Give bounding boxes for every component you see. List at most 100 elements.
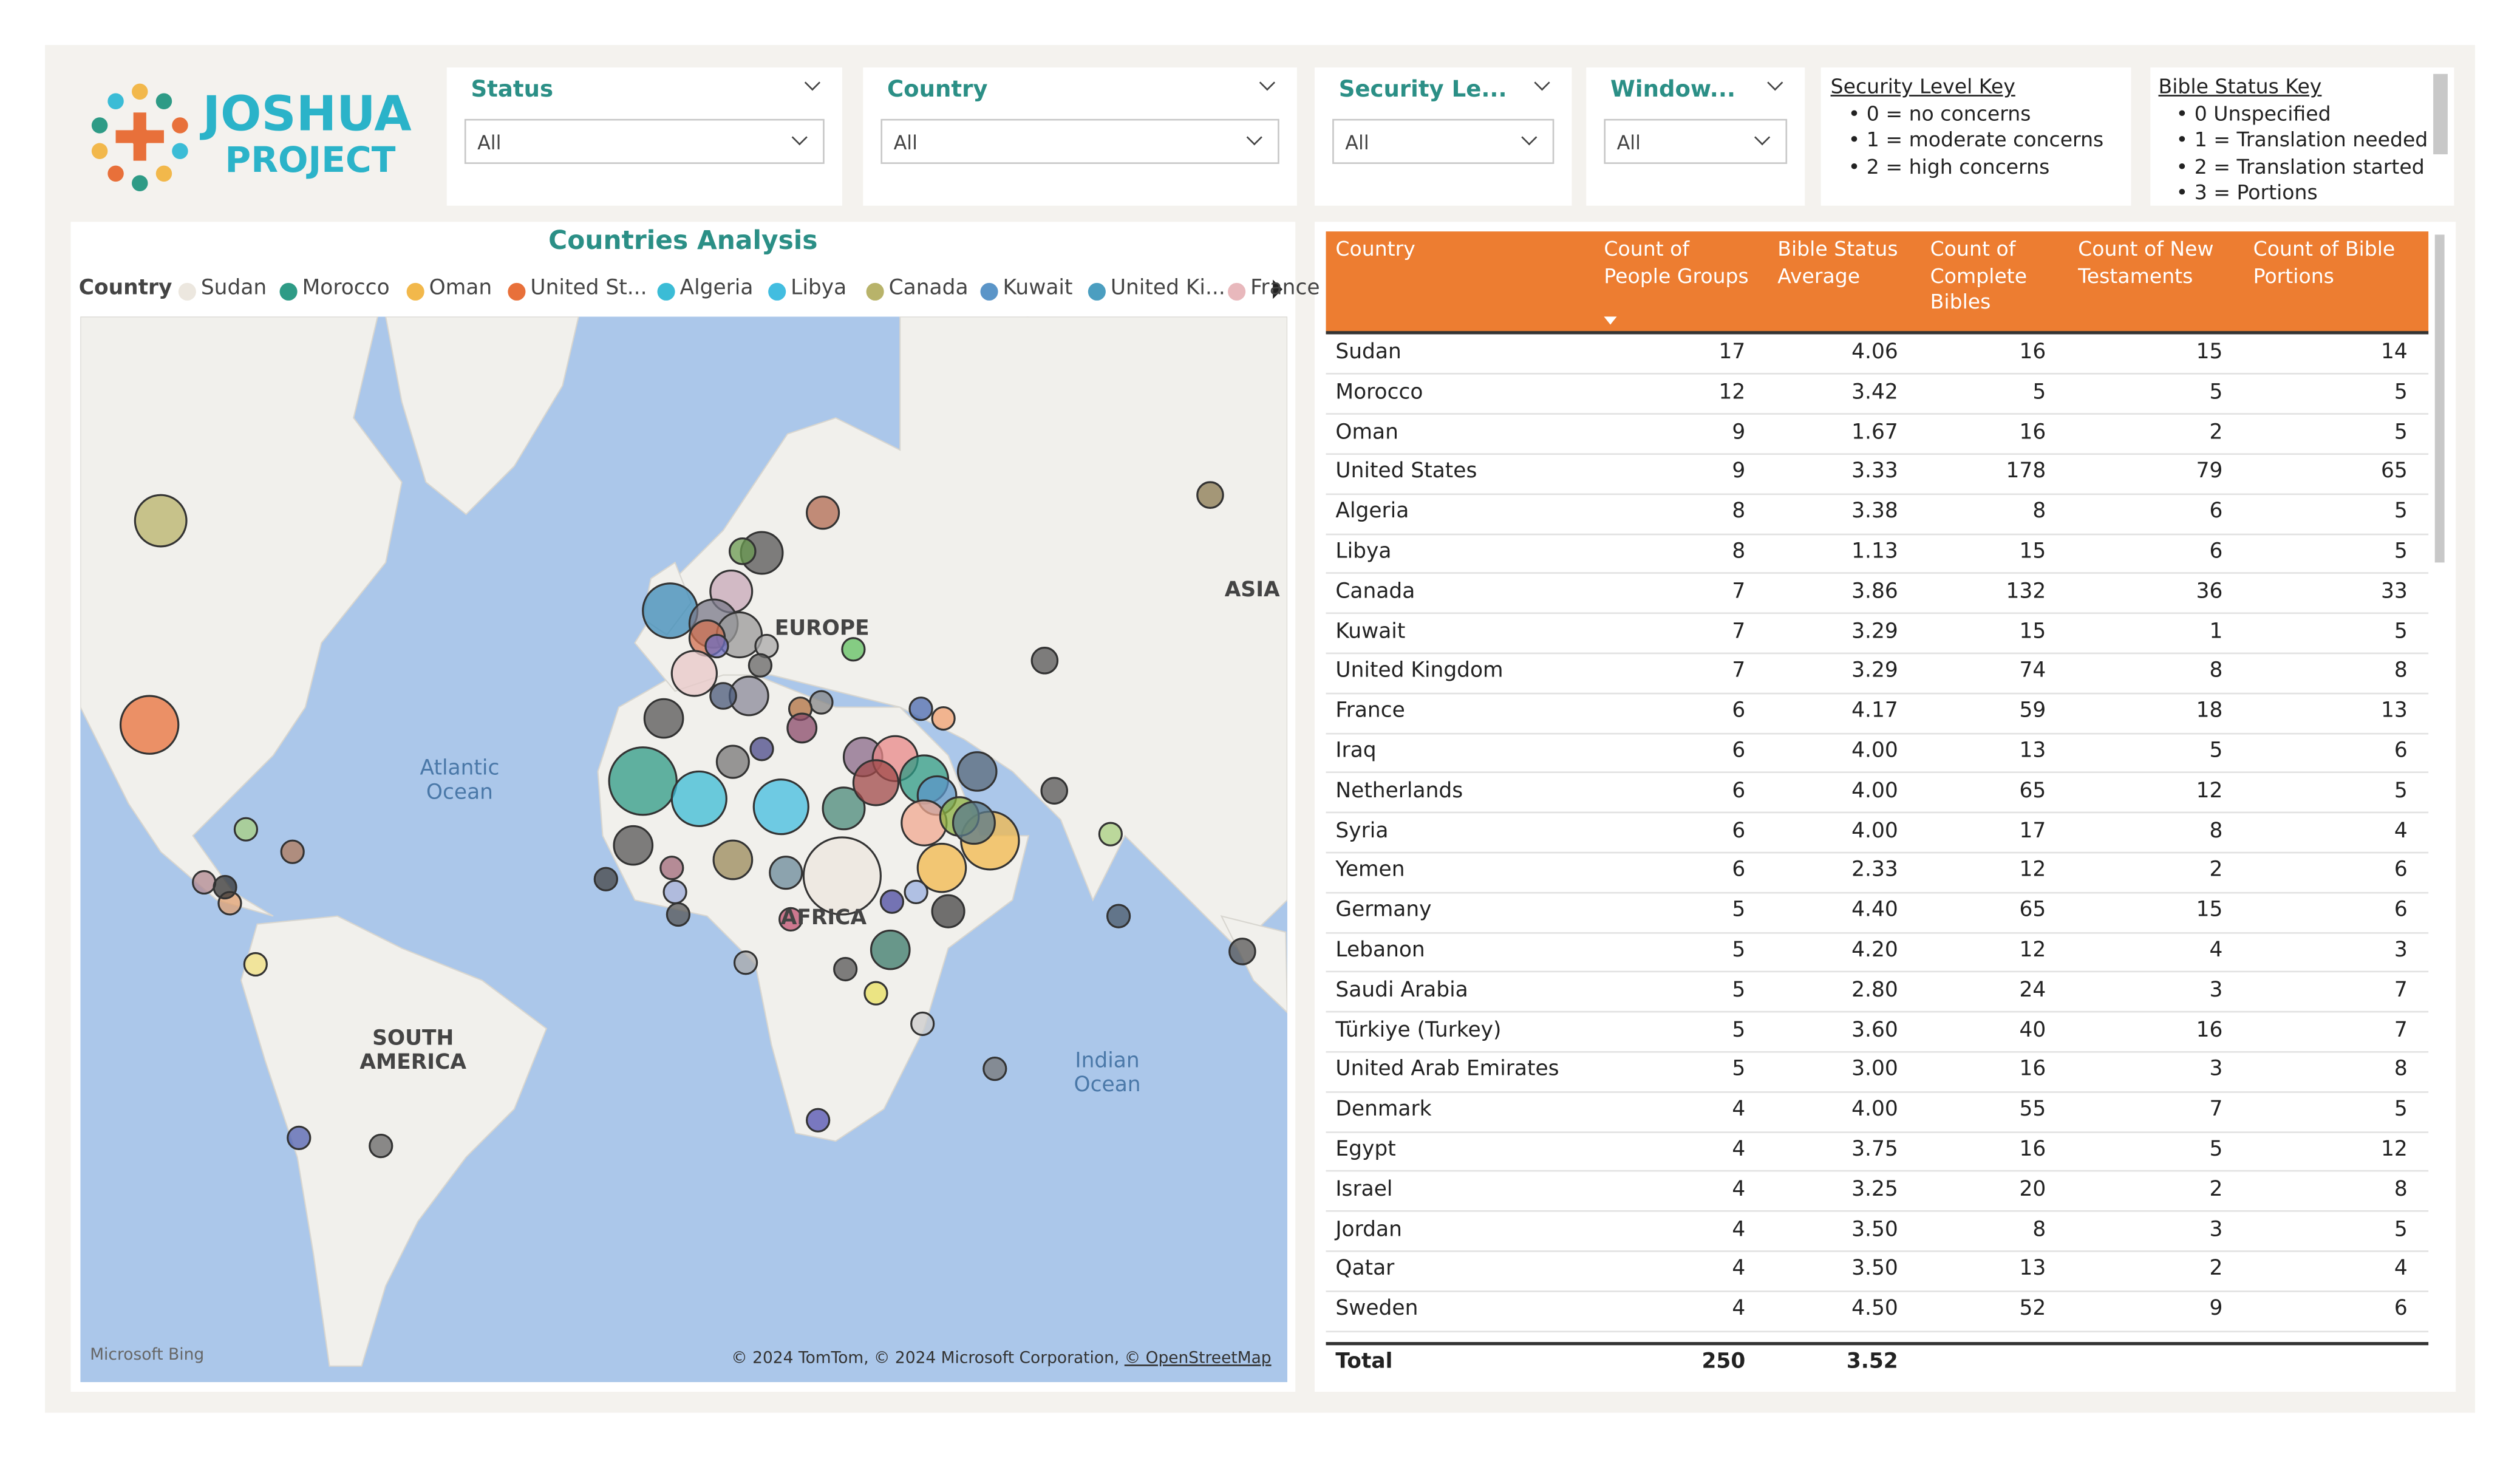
map-bubble[interactable]: [931, 706, 956, 731]
map-bubble[interactable]: [786, 712, 818, 744]
cell: 13: [2019, 739, 2046, 764]
map-bubble[interactable]: [852, 759, 900, 806]
map-bubble[interactable]: [709, 682, 737, 710]
map-bubble[interactable]: [749, 737, 774, 761]
map-bubble[interactable]: [802, 836, 882, 916]
map-bubble[interactable]: [369, 1133, 393, 1159]
legend-label[interactable]: Libya: [791, 276, 847, 301]
map-bubble[interactable]: [704, 633, 729, 659]
map-bubble[interactable]: [806, 1108, 831, 1133]
cell: 18: [2196, 699, 2223, 724]
map-bubble[interactable]: [870, 929, 911, 970]
map-bubble[interactable]: [643, 698, 684, 739]
column-header[interactable]: Bible Status Average: [1777, 236, 1898, 287]
legend-marker[interactable]: [406, 282, 424, 301]
map-bubble[interactable]: [752, 778, 809, 836]
map-bubble[interactable]: [833, 956, 858, 982]
map-bubble[interactable]: [1030, 647, 1059, 675]
map-bubble[interactable]: [712, 839, 754, 881]
dropdown[interactable]: All: [1332, 118, 1555, 164]
scrollbar[interactable]: [2434, 234, 2445, 563]
row-divider: [1326, 811, 2429, 814]
row-divider: [1326, 931, 2429, 933]
map-bubble[interactable]: [747, 653, 773, 678]
legend-marker[interactable]: [178, 282, 196, 301]
legend-marker[interactable]: [508, 282, 526, 301]
row-divider: [1326, 1170, 2429, 1173]
map-bubble[interactable]: [1196, 481, 1224, 509]
dropdown[interactable]: All: [880, 118, 1279, 164]
map-bubble[interactable]: [670, 650, 718, 697]
map-bubble[interactable]: [904, 879, 928, 905]
map-bubble[interactable]: [809, 690, 834, 715]
filter-label: Country: [887, 77, 988, 103]
map-bubble[interactable]: [982, 1056, 1007, 1082]
legend-label[interactable]: Oman: [429, 276, 492, 301]
map-bubble[interactable]: [134, 494, 188, 548]
map-bubble[interactable]: [280, 839, 305, 864]
legend-label[interactable]: Algeria: [679, 276, 754, 301]
legend-label[interactable]: Morocco: [302, 276, 390, 301]
map-bubble[interactable]: [1106, 904, 1131, 928]
legend-marker[interactable]: [866, 282, 884, 301]
column-header[interactable]: Count of Bible Portions: [2253, 236, 2396, 287]
legend-marker[interactable]: [768, 282, 786, 301]
row-label: Saudi Arabia: [1335, 978, 1468, 1003]
map-bubble[interactable]: [916, 842, 967, 893]
legend-marker[interactable]: [1088, 282, 1106, 301]
map-bubble[interactable]: [593, 867, 618, 891]
map-bubble[interactable]: [901, 799, 948, 847]
map-bubble[interactable]: [863, 981, 888, 1006]
map-bubble[interactable]: [287, 1125, 312, 1150]
map-bubble[interactable]: [1040, 777, 1068, 805]
column-header[interactable]: Count of Complete Bibles: [1930, 236, 2028, 314]
legend-marker[interactable]: [1228, 282, 1246, 301]
legend-label[interactable]: United Ki...: [1110, 276, 1225, 301]
legend-marker[interactable]: [279, 282, 298, 301]
map-bubble[interactable]: [1098, 822, 1123, 847]
legend-marker[interactable]: [657, 282, 675, 301]
legend-label[interactable]: Kuwait: [1003, 276, 1073, 301]
legend-next[interactable]: [1273, 279, 1283, 299]
map-bubble[interactable]: [119, 695, 180, 755]
map-bubble[interactable]: [879, 889, 905, 914]
map-bubble[interactable]: [952, 801, 996, 845]
map-bubble[interactable]: [613, 825, 654, 866]
dropdown[interactable]: All: [464, 118, 825, 164]
dropdown[interactable]: All: [1604, 118, 1788, 164]
map-bubble[interactable]: [956, 751, 998, 792]
legend-marker[interactable]: [980, 282, 998, 301]
map-bubble[interactable]: [769, 856, 803, 890]
map-bubble[interactable]: [670, 770, 727, 827]
map-bubble[interactable]: [822, 786, 866, 831]
map-bubble[interactable]: [715, 744, 750, 779]
map-bubble[interactable]: [778, 907, 803, 932]
legend-label[interactable]: Canada: [888, 276, 969, 301]
map-bubble[interactable]: [806, 496, 840, 530]
map-bubble[interactable]: [931, 894, 965, 928]
map-bubble[interactable]: [733, 950, 758, 975]
map-bubble[interactable]: [243, 952, 268, 977]
legend-label[interactable]: Sudan: [200, 276, 267, 301]
map-bubble[interactable]: [910, 1011, 935, 1037]
cell: 9: [1732, 460, 1746, 485]
sort-indicator[interactable]: [1604, 316, 1617, 325]
copyright-link[interactable]: © OpenStreetMap: [1124, 1350, 1272, 1368]
map-bubble[interactable]: [841, 637, 866, 662]
map-bubble[interactable]: [213, 874, 237, 900]
column-header[interactable]: Count of People Groups: [1604, 236, 1749, 287]
column-header[interactable]: Country: [1335, 236, 1415, 261]
map-bubble[interactable]: [192, 870, 217, 895]
map-bubble[interactable]: [908, 697, 933, 721]
legend-label[interactable]: France: [1250, 276, 1320, 301]
map-bubble[interactable]: [608, 746, 678, 816]
column-header[interactable]: Count of New Testaments: [2078, 236, 2214, 287]
map-bubble[interactable]: [729, 537, 757, 565]
map-bubble[interactable]: [659, 856, 684, 881]
legend-label[interactable]: United St...: [530, 276, 647, 301]
map-bubble[interactable]: [666, 902, 691, 927]
map-bubble[interactable]: [1228, 938, 1256, 966]
scrollbar[interactable]: [2433, 73, 2448, 155]
map-bubble[interactable]: [662, 879, 687, 905]
map-bubble[interactable]: [233, 817, 259, 842]
